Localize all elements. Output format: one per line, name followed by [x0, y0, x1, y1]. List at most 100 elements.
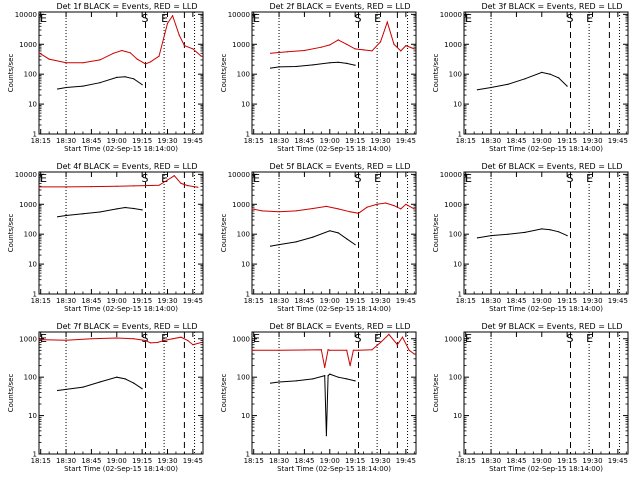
lld-point — [99, 59, 101, 61]
x-tick-label: 19:45 — [183, 457, 203, 465]
x-tick-label: 19:45 — [183, 137, 203, 145]
x-tick-label: 19:15 — [345, 297, 365, 305]
x-tick-label: 19:00 — [532, 137, 552, 145]
events-point — [337, 232, 339, 234]
lld-point — [82, 62, 84, 64]
plot-frame — [38, 331, 204, 455]
y-tick-label: 10 — [28, 261, 37, 269]
x-tick-label: 18:15 — [31, 297, 51, 305]
events-point — [549, 73, 551, 75]
events-point — [124, 76, 126, 78]
lld-point — [144, 63, 147, 65]
start-marker-letter: S — [142, 332, 149, 345]
lld-point — [38, 52, 40, 54]
lld-point — [366, 206, 368, 208]
end-marker-letter: E — [40, 332, 47, 345]
panel-det-6: Det 6f BLACK = Events, RED = LLD 1 10 100 10… — [432, 162, 629, 313]
lld-point — [156, 341, 158, 344]
y-tick-label: 1 — [458, 451, 462, 459]
x-tick-label: 19:30 — [370, 297, 390, 305]
lld-point — [346, 349, 348, 351]
lld-point — [116, 337, 118, 339]
y-tick-label: 10 — [28, 412, 37, 420]
lld-point — [376, 203, 378, 205]
plot-frame — [251, 331, 417, 455]
lld-point — [270, 52, 272, 54]
lld-point — [166, 22, 169, 24]
x-tick-label: 19:45 — [396, 297, 416, 305]
x-tick-label: 18:45 — [506, 297, 526, 305]
events-series — [270, 61, 356, 69]
y-axis-label: Counts/sec — [432, 54, 440, 93]
events-point — [99, 82, 101, 84]
x-tick-label: 18:15 — [31, 457, 51, 465]
lld-point — [158, 184, 160, 186]
y-tick-label: 100 — [24, 231, 37, 239]
lld-point — [413, 208, 415, 210]
events-series — [57, 376, 143, 391]
x-axis-label: Start Time (02-Sep-15 18:14:00) — [277, 465, 391, 473]
lld-point — [65, 339, 67, 341]
panel-title: Det 6f BLACK = Events, RED = LLD — [481, 162, 622, 171]
x-axis-label: Start Time (02-Sep-15 18:14:00) — [64, 145, 178, 153]
y-tick-label: 1 — [33, 291, 37, 299]
lld-point — [200, 55, 202, 57]
events-point — [82, 85, 84, 87]
lld-point — [371, 50, 373, 52]
x-tick-label: 18:30 — [481, 297, 501, 305]
panel-det-9: Det 9f BLACK = Events, RED = LLD 1 10 100 10… — [432, 322, 629, 473]
y-tick-label: 1 — [33, 131, 37, 139]
lld-point — [180, 182, 182, 184]
lld-point — [173, 175, 175, 177]
events-point — [354, 244, 356, 246]
events-series — [57, 206, 143, 218]
x-tick-label: 19:15 — [345, 137, 365, 145]
lld-point — [325, 205, 327, 207]
end-marker-letter: E — [161, 332, 168, 345]
y-axis-label: Counts/sec — [7, 54, 15, 93]
x-tick-label: 19:00 — [532, 297, 552, 305]
x-tick-label: 19:15 — [557, 457, 577, 465]
lld-series — [270, 20, 415, 54]
lld-point — [320, 349, 322, 351]
y-tick-label: 10 — [241, 101, 250, 109]
events-point — [327, 375, 329, 377]
y-tick-label: 10 — [241, 412, 250, 420]
events-point — [278, 244, 280, 246]
lld-point — [192, 48, 194, 50]
end-marker-letter: E — [465, 332, 472, 345]
x-tick-label: 18:45 — [81, 297, 101, 305]
lld-point — [363, 49, 365, 51]
x-axis-label: Start Time (02-Sep-15 18:14:00) — [489, 145, 603, 153]
lld-point — [178, 34, 180, 36]
end-marker-letter: E — [253, 12, 260, 25]
events-series — [477, 71, 568, 91]
start-marker-letter: S — [355, 12, 362, 25]
lld-point — [187, 185, 189, 187]
y-tick-label: 10 — [241, 261, 250, 269]
lld-point — [251, 208, 253, 210]
end-marker-letter: E — [161, 172, 168, 185]
lld-point — [393, 205, 395, 207]
lld-point — [187, 339, 189, 342]
y-tick-label: 1000 — [444, 335, 462, 343]
start-marker-letter: S — [567, 172, 574, 185]
events-point — [541, 228, 543, 230]
y-tick-label: 1 — [33, 451, 37, 459]
lld-series — [252, 333, 415, 368]
y-tick-label: 1000 — [19, 41, 37, 49]
lld-point — [133, 185, 135, 187]
end-marker-letter: E — [40, 12, 47, 25]
events-point — [354, 380, 356, 382]
events-point — [558, 231, 560, 233]
lld-point — [379, 41, 382, 43]
lld-point — [388, 333, 390, 335]
y-tick-label: 10000 — [440, 171, 462, 179]
lld-point — [38, 186, 40, 188]
lld-point — [192, 344, 194, 346]
lld-point — [150, 61, 152, 63]
x-tick-label: 18:45 — [81, 137, 101, 145]
x-tick-label: 18:30 — [56, 137, 76, 145]
y-tick-label: 100 — [449, 374, 462, 382]
panel-det-8: Det 8f BLACK = Events, RED = LLD 1 10 100 10… — [220, 322, 417, 473]
